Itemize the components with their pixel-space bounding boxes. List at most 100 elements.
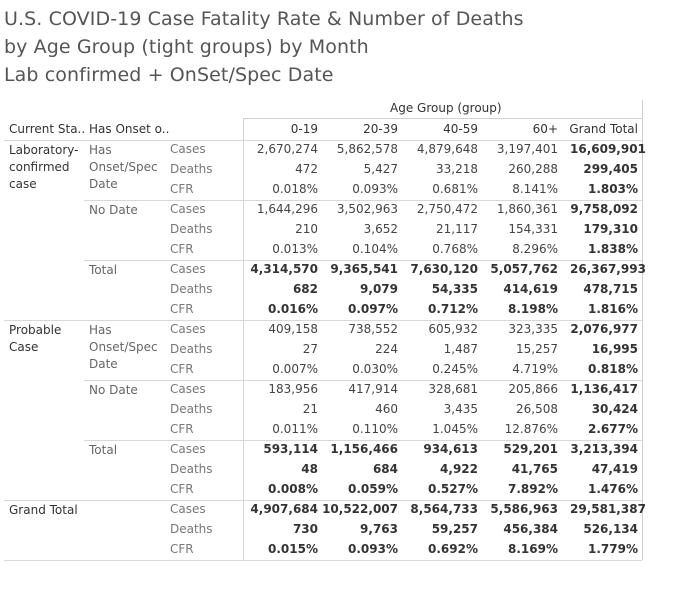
- data-cell[interactable]: 4.719%: [512, 362, 558, 376]
- row-header-level1[interactable]: Probable: [9, 323, 62, 337]
- grand-total-cell[interactable]: 478,715: [583, 282, 638, 296]
- data-cell[interactable]: 328,681: [428, 382, 478, 396]
- data-cell[interactable]: 5,862,578: [336, 142, 398, 156]
- data-cell[interactable]: 1.045%: [432, 422, 478, 436]
- col-header-grand-total[interactable]: Grand Total: [569, 122, 638, 136]
- row-header-level2[interactable]: Date: [89, 357, 118, 371]
- data-cell[interactable]: 0.011%: [272, 422, 318, 436]
- data-cell[interactable]: 48: [301, 462, 318, 476]
- data-cell[interactable]: 529,201: [503, 442, 558, 456]
- data-cell[interactable]: 0.013%: [272, 242, 318, 256]
- data-cell[interactable]: 260,288: [508, 162, 558, 176]
- data-cell[interactable]: 15,257: [516, 342, 558, 356]
- data-cell[interactable]: 0.712%: [428, 302, 478, 316]
- data-cell[interactable]: 33,218: [436, 162, 478, 176]
- data-cell[interactable]: 0.245%: [432, 362, 478, 376]
- data-cell[interactable]: 4,922: [440, 462, 478, 476]
- grand-total-cell[interactable]: 16,609,901: [570, 142, 646, 156]
- data-cell[interactable]: 0.681%: [432, 182, 478, 196]
- grand-total-cell[interactable]: 526,134: [583, 522, 638, 536]
- grand-total-cell[interactable]: 299,405: [583, 162, 638, 176]
- data-cell[interactable]: 154,331: [508, 222, 558, 236]
- grand-total-cell[interactable]: 47,419: [591, 462, 638, 476]
- data-cell[interactable]: 21,117: [436, 222, 478, 236]
- data-cell[interactable]: 0.018%: [272, 182, 318, 196]
- data-cell[interactable]: 0.008%: [268, 482, 318, 496]
- data-cell[interactable]: 26,508: [516, 402, 558, 416]
- grand-total-cell[interactable]: 30,424: [591, 402, 638, 416]
- data-cell[interactable]: 605,932: [428, 322, 478, 336]
- data-cell[interactable]: 323,335: [508, 322, 558, 336]
- grand-total-cell[interactable]: 1.476%: [588, 482, 638, 496]
- data-cell[interactable]: 9,763: [360, 522, 398, 536]
- grand-total-cell[interactable]: 1.838%: [588, 242, 638, 256]
- data-cell[interactable]: 456,384: [503, 522, 558, 536]
- grand-total-cell[interactable]: 1.803%: [588, 182, 638, 196]
- data-cell[interactable]: 5,057,762: [490, 262, 558, 276]
- data-cell[interactable]: 8,564,733: [410, 502, 478, 516]
- row-header-level2[interactable]: No Date: [89, 383, 138, 397]
- data-cell[interactable]: 9,365,541: [330, 262, 398, 276]
- data-cell[interactable]: 5,586,963: [490, 502, 558, 516]
- data-cell[interactable]: 27: [302, 342, 318, 356]
- data-cell[interactable]: 414,619: [503, 282, 558, 296]
- data-cell[interactable]: 21: [302, 402, 318, 416]
- grand-total-cell[interactable]: 3,213,394: [570, 442, 638, 456]
- col-header-60-plus[interactable]: 60+: [532, 122, 558, 136]
- data-cell[interactable]: 8.198%: [508, 302, 558, 316]
- grand-total-cell[interactable]: 1.779%: [588, 542, 638, 556]
- data-cell[interactable]: 3,435: [443, 402, 478, 416]
- data-cell[interactable]: 1,156,466: [330, 442, 398, 456]
- data-cell[interactable]: 1,487: [443, 342, 478, 356]
- data-cell[interactable]: 730: [292, 522, 318, 536]
- data-cell[interactable]: 472: [295, 162, 318, 176]
- data-cell[interactable]: 8.296%: [512, 242, 558, 256]
- data-cell[interactable]: 0.104%: [352, 242, 398, 256]
- row-header-level2[interactable]: No Date: [89, 203, 138, 217]
- data-cell[interactable]: 4,879,648: [416, 142, 478, 156]
- data-cell[interactable]: 12.876%: [504, 422, 558, 436]
- row-header-level1[interactable]: case: [9, 177, 37, 191]
- data-cell[interactable]: 0.093%: [352, 182, 398, 196]
- data-cell[interactable]: 205,866: [508, 382, 558, 396]
- data-cell[interactable]: 9,079: [360, 282, 398, 296]
- data-cell[interactable]: 0.015%: [268, 542, 318, 556]
- grand-total-cell[interactable]: 1.816%: [588, 302, 638, 316]
- data-cell[interactable]: 460: [375, 402, 398, 416]
- data-cell[interactable]: 7.892%: [508, 482, 558, 496]
- current-status-header[interactable]: Current Sta..: [9, 122, 86, 136]
- row-header-level2[interactable]: Onset/Spec: [89, 340, 158, 354]
- data-cell[interactable]: 4,314,570: [250, 262, 318, 276]
- data-cell[interactable]: 210: [295, 222, 318, 236]
- row-header-level1[interactable]: Laboratory-: [9, 143, 79, 157]
- data-cell[interactable]: 684: [372, 462, 398, 476]
- col-header-0-19[interactable]: 0-19: [290, 122, 318, 136]
- data-cell[interactable]: 3,652: [363, 222, 398, 236]
- row-header-level2[interactable]: Total: [89, 443, 118, 457]
- data-cell[interactable]: 0.093%: [348, 542, 398, 556]
- data-cell[interactable]: 0.768%: [432, 242, 478, 256]
- grand-total-cell[interactable]: 0.818%: [588, 362, 638, 376]
- row-header-level2[interactable]: Has: [89, 323, 112, 337]
- data-cell[interactable]: 1,644,296: [256, 202, 318, 216]
- col-header-40-59[interactable]: 40-59: [443, 122, 478, 136]
- has-onset-header[interactable]: Has Onset o..: [89, 122, 170, 136]
- row-header-level1[interactable]: Grand Total: [9, 503, 78, 517]
- row-header-level2[interactable]: Date: [89, 177, 118, 191]
- data-cell[interactable]: 593,114: [263, 442, 318, 456]
- grand-total-cell[interactable]: 29,581,387: [570, 502, 646, 516]
- row-header-level2[interactable]: Onset/Spec: [89, 160, 158, 174]
- data-cell[interactable]: 3,197,401: [496, 142, 558, 156]
- data-cell[interactable]: 682: [292, 282, 318, 296]
- age-group-column-label[interactable]: Age Group (group): [390, 101, 502, 115]
- row-header-level1[interactable]: Case: [9, 340, 39, 354]
- data-cell[interactable]: 417,914: [348, 382, 398, 396]
- grand-total-cell[interactable]: 1,136,417: [570, 382, 638, 396]
- data-cell[interactable]: 183,956: [268, 382, 318, 396]
- data-cell[interactable]: 3,502,963: [336, 202, 398, 216]
- data-cell[interactable]: 0.059%: [348, 482, 398, 496]
- row-header-level2[interactable]: Has: [89, 143, 112, 157]
- data-cell[interactable]: 0.030%: [352, 362, 398, 376]
- grand-total-cell[interactable]: 16,995: [591, 342, 638, 356]
- data-cell[interactable]: 10,522,007: [322, 502, 398, 516]
